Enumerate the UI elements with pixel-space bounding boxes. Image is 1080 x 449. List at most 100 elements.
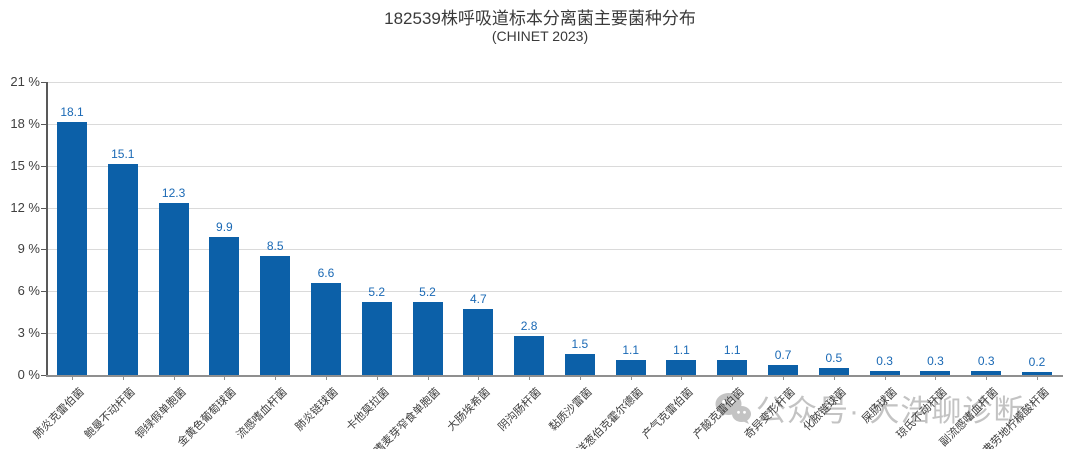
x-axis-tick [884,375,886,380]
bar-value-label: 15.1 [111,147,135,162]
bar [158,203,189,375]
chart-subtitle: (CHINET 2023) [491,28,589,44]
bar-value-label: 0.5 [825,351,843,366]
category-label: 肺炎链球菌 [293,386,341,434]
x-axis-tick [630,375,632,380]
bar-value-label: 0.7 [774,348,792,363]
bar-value-label: 0.3 [876,353,893,368]
bar-value-label: 1.5 [571,337,589,352]
gridline [47,249,1062,251]
bar [514,335,545,375]
category-label: 大肠埃希菌 [445,386,493,434]
y-axis-label: 15 % [10,157,40,173]
bar [260,256,291,375]
gridline [47,82,1062,83]
x-axis-tick [935,375,937,380]
bar-value-label: 4.7 [469,292,487,307]
y-axis-label: 18 % [10,115,40,131]
y-axis-label: 3 % [17,325,40,341]
bar-value-label: 12.3 [161,186,186,201]
category-label: 肺炎克雷伯菌 [31,386,87,442]
bar [869,370,900,375]
category-label: 屎肠球菌 [859,386,900,426]
bar [412,302,443,375]
y-axis-label: 0 % [17,367,40,382]
y-axis-line [46,82,48,377]
watermark: 公众号· 大浩聊诊断 [715,386,1024,430]
bar-value-label: 0.3 [977,353,995,368]
bar [920,370,951,375]
y-axis-tick [41,333,46,335]
bar-value-label: 0.3 [927,353,944,368]
bar [768,365,799,375]
category-label: 产酸克雷伯菌 [691,386,747,442]
bar-value-label: 1.1 [673,342,690,357]
bar [310,282,341,375]
gridline [47,207,1062,209]
bar-value-label: 2.8 [520,318,538,333]
category-label: 黏质沙雷菌 [547,386,595,434]
y-axis-tick [41,375,46,376]
gridline [47,291,1062,293]
x-axis-tick [224,375,226,380]
y-axis-label: 6 % [17,283,40,299]
x-axis-tick [325,375,327,380]
x-axis-tick [986,375,988,380]
bar-value-label: 1.1 [622,342,640,357]
bar [1022,372,1052,375]
y-axis-tick [41,249,46,251]
bar-value-label: 0.2 [1028,355,1046,370]
x-axis-tick [681,375,683,380]
bar [57,122,87,375]
x-axis-line [46,375,1063,377]
x-axis-tick [478,375,480,380]
category-label: 化脓链球菌 [801,386,849,434]
gridline [47,123,1062,125]
x-axis-tick [275,375,277,380]
chart-title: 182539株呼吸道标本分离菌主要菌种分布 [384,9,696,28]
bar [463,309,494,375]
bar [717,359,748,375]
watermark-text: 公众号· 大浩聊诊断 [756,395,1025,428]
y-axis-label: 21 % [10,74,40,89]
category-label: 卡他莫拉菌 [343,386,392,434]
gridline [47,165,1062,167]
bar [971,370,1002,375]
bar-value-label: 5.2 [419,285,436,300]
bar [564,354,595,375]
bar-value-label: 5.2 [368,285,386,300]
y-axis-tick [41,123,46,125]
x-axis-tick [72,375,73,380]
bar-value-label: 18.1 [60,105,84,120]
bar-value-label: 1.1 [723,342,741,357]
x-axis-tick [122,375,124,380]
x-axis-tick [529,375,531,380]
x-axis-tick [783,375,785,380]
category-label: 产气克雷伯菌 [640,386,697,442]
x-axis-tick [579,375,581,380]
bar-value-label: 8.5 [266,239,284,254]
bar-value-label: 6.6 [317,265,335,280]
x-axis-tick [376,375,378,380]
x-axis-tick [833,375,835,380]
x-axis-tick [173,375,175,380]
y-axis-tick [41,207,46,209]
x-axis-tick [1037,375,1038,380]
bar [615,359,646,375]
category-label: 奇异变形杆菌 [742,386,798,442]
category-label: 阴沟肠杆菌 [496,386,544,434]
y-axis-tick [41,291,46,293]
category-label: 鲍曼不动杆菌 [82,386,138,442]
wechat-icon [715,392,751,424]
x-axis-tick [732,375,734,380]
y-axis-label: 12 % [10,199,40,215]
gridline [47,333,1062,335]
y-axis-tick [41,165,46,167]
bar [666,359,697,375]
bar [818,368,849,375]
bar [361,302,392,375]
y-axis-tick [41,82,46,83]
category-label: 流感嗜血杆菌 [234,386,290,442]
